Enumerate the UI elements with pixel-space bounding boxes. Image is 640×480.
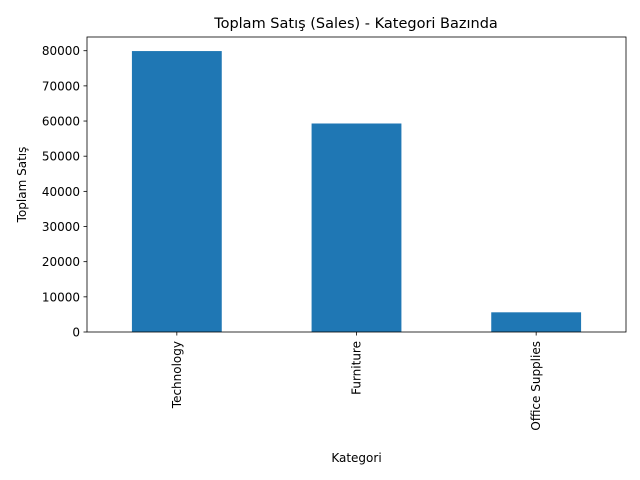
x-axis-ticks: Technology Furniture Office Supplies (170, 332, 543, 431)
y-tick-label: 20000 (42, 255, 80, 269)
y-tick-label: 70000 (42, 79, 80, 93)
y-tick-label: 40000 (42, 185, 80, 199)
y-tick-label: 60000 (42, 115, 80, 129)
bar-technology (131, 51, 222, 332)
y-tick-label: 10000 (42, 290, 80, 304)
x-tick-label: Office Supplies (529, 341, 543, 431)
y-tick-label: 30000 (42, 220, 80, 234)
x-axis-title: Kategori (331, 451, 381, 465)
x-tick-label: Furniture (350, 341, 364, 395)
plot-frame (86, 36, 627, 333)
y-axis-title: Toplam Satış (15, 147, 29, 224)
y-tick-label: 80000 (42, 44, 80, 58)
bar-office-supplies (491, 312, 582, 332)
y-tick-label: 0 (72, 326, 80, 340)
chart-title: Toplam Satış (Sales) - Kategori Bazında (213, 16, 498, 32)
bar-furniture (311, 123, 402, 333)
x-tick-label: Technology (170, 341, 184, 409)
y-tick-label: 50000 (42, 150, 80, 164)
y-axis-ticks: 0 10000 20000 30000 40000 50000 60000 70000 8000… (42, 44, 87, 340)
bars (131, 51, 582, 333)
